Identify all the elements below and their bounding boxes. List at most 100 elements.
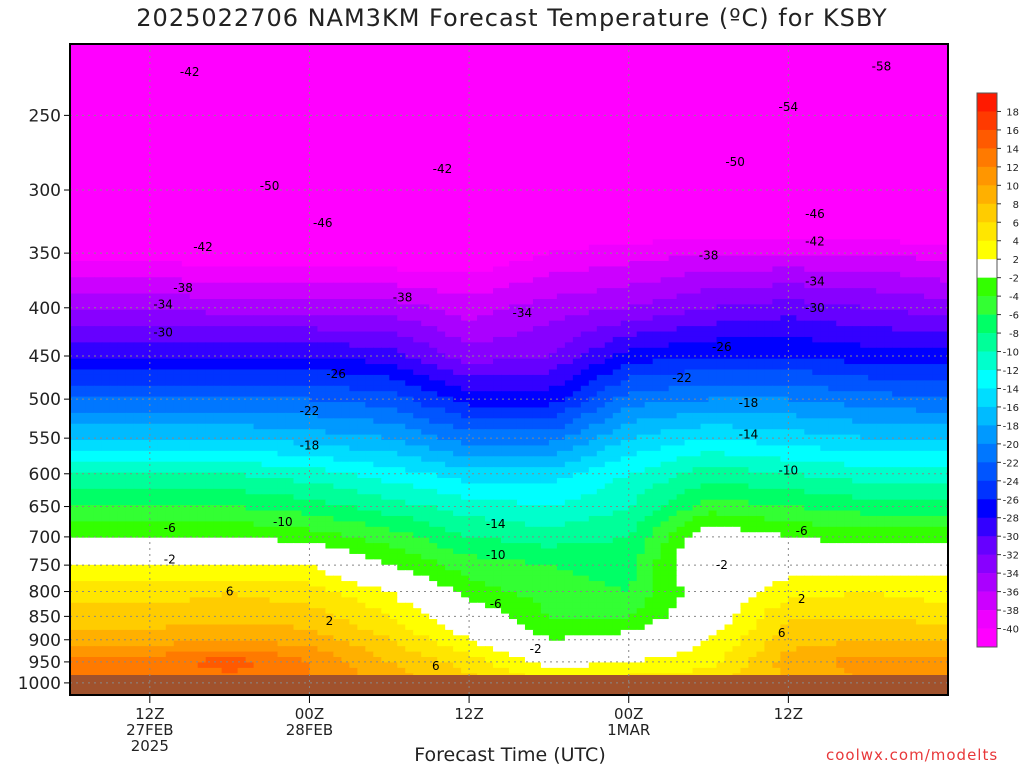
field-cell (692, 125, 702, 132)
field-cell (85, 185, 95, 192)
field-cell (317, 266, 327, 273)
field-cell (325, 152, 334, 159)
field-cell (684, 228, 694, 235)
field-cell (181, 282, 191, 289)
field-cell (229, 65, 239, 72)
field-cell (317, 136, 327, 143)
field-cell (293, 255, 303, 262)
field-cell (197, 71, 207, 78)
field-cell (221, 125, 231, 132)
field-cell (836, 217, 845, 224)
field-cell (556, 228, 566, 235)
field-cell (125, 71, 135, 78)
field-cell (532, 163, 542, 170)
field-cell (548, 185, 558, 192)
field-cell (109, 212, 119, 219)
field-cell (932, 174, 941, 181)
field-cell (796, 255, 805, 262)
field-cell (141, 92, 151, 99)
field-cell (676, 271, 686, 278)
field-cell (229, 130, 239, 137)
field-cell (221, 233, 231, 240)
field-cell (820, 206, 829, 213)
field-cell (117, 65, 127, 72)
field-cell (389, 157, 398, 164)
field-cell (429, 195, 438, 202)
field-cell (596, 103, 606, 110)
field-cell (588, 125, 598, 132)
field-cell (628, 76, 638, 83)
field-cell (804, 114, 813, 121)
field-cell (269, 76, 279, 83)
field-cell (141, 60, 151, 67)
field-cell (221, 65, 231, 72)
field-cell (85, 44, 95, 51)
field-cell (285, 179, 295, 186)
field-cell (780, 152, 789, 159)
field-cell (205, 152, 215, 159)
field-cell (493, 163, 502, 170)
field-cell (572, 244, 582, 251)
field-cell (221, 60, 231, 67)
field-cell (636, 65, 646, 72)
field-cell (309, 109, 319, 116)
field-cell (580, 195, 590, 202)
field-cell (676, 54, 686, 61)
field-cell (596, 190, 606, 197)
field-cell (580, 282, 590, 289)
field-cell (77, 49, 87, 56)
field-cell (365, 277, 374, 284)
field-cell (660, 206, 670, 213)
field-cell (189, 212, 199, 219)
field-cell (405, 136, 414, 143)
field-cell (317, 119, 327, 126)
field-cell (556, 103, 566, 110)
field-cell (173, 255, 183, 262)
field-cell (580, 81, 590, 88)
field-cell (900, 98, 909, 105)
field-cell (389, 271, 398, 278)
field-cell (620, 92, 630, 99)
field-cell (213, 141, 223, 148)
field-cell (556, 81, 566, 88)
field-cell (85, 195, 95, 202)
field-cell (628, 71, 638, 78)
field-cell (309, 54, 319, 61)
field-cell (700, 44, 710, 51)
field-cell (540, 92, 550, 99)
field-cell (453, 76, 462, 83)
field-cell (516, 44, 526, 51)
field-cell (181, 141, 191, 148)
field-cell (93, 60, 103, 67)
field-cell (205, 114, 215, 121)
field-cell (205, 130, 215, 137)
field-cell (293, 201, 303, 208)
field-cell (660, 87, 670, 94)
field-cell (309, 239, 319, 246)
field-cell (173, 87, 183, 94)
field-cell (724, 244, 734, 251)
field-cell (636, 44, 646, 51)
field-cell (253, 288, 263, 295)
field-cell (700, 217, 710, 224)
field-cell (109, 98, 119, 105)
field-cell (908, 212, 917, 219)
field-cell (205, 76, 215, 83)
field-cell (485, 81, 494, 88)
field-cell (357, 147, 366, 154)
field-cell (556, 277, 566, 284)
field-cell (820, 147, 829, 154)
field-cell (572, 212, 582, 219)
field-cell (389, 49, 398, 56)
field-cell (437, 71, 446, 78)
field-cell (197, 44, 207, 51)
field-cell (485, 217, 494, 224)
field-cell (660, 98, 670, 105)
field-cell (844, 71, 853, 78)
field-cell (269, 157, 279, 164)
field-cell (261, 103, 271, 110)
field-cell (461, 201, 470, 208)
field-cell (373, 217, 382, 224)
field-cell (612, 244, 622, 251)
field-cell (700, 223, 710, 230)
